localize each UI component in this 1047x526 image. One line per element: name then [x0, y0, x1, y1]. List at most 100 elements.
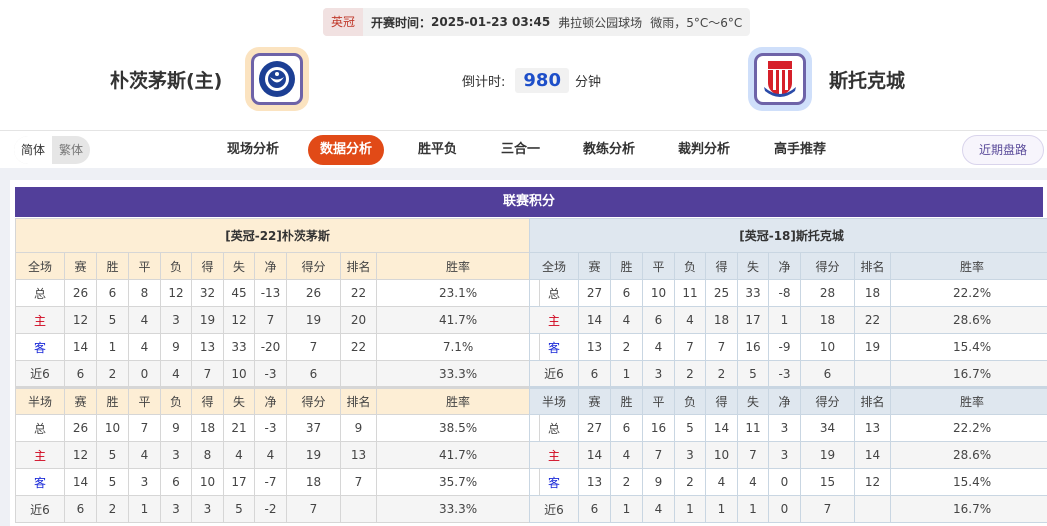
column-header-row: 半场赛胜平负得失净得分 排名 胜率 — [529, 386, 1047, 415]
column-header-row: 半场赛胜平负得失净得分 排名 胜率 — [15, 386, 541, 415]
table-row: 总 27 6 16 5 14 11 3 34 13 22.2% — [529, 414, 1047, 442]
countdown-value: 980 — [515, 68, 569, 93]
tab-live-analysis[interactable]: 现场分析 — [227, 142, 280, 157]
row-label: 客 — [529, 333, 579, 361]
table-row: 客 13 2 4 7 7 16 -9 10 19 15.4% — [529, 333, 1047, 361]
row-label: 客 — [15, 468, 65, 496]
table-cell: 5 — [674, 414, 706, 442]
column-header: 半场 — [15, 386, 65, 415]
home-team-logo[interactable] — [245, 47, 309, 111]
table-row: 总 26 10 7 9 18 21 -3 37 9 38.5% — [15, 414, 541, 442]
table-cell: 18 — [191, 414, 224, 442]
traditional-button[interactable]: 繁体 — [59, 143, 84, 157]
column-header: 平 — [642, 386, 675, 415]
table-cell: 27 — [578, 414, 611, 442]
table-cell: 9 — [160, 333, 192, 361]
table-cell: 7 — [254, 306, 287, 334]
table-cell: 18 — [705, 306, 738, 334]
table-cell: 7 — [286, 333, 341, 361]
standings-title: 联赛积分 — [15, 187, 1043, 217]
table-cell: 25 — [705, 279, 738, 307]
column-header: 全场 — [529, 252, 579, 280]
column-header: 胜率 — [889, 252, 1047, 280]
away-team-name[interactable]: 斯托克城 — [829, 70, 906, 92]
table-cell: 22 — [854, 306, 891, 334]
table-cell: 34 — [800, 414, 855, 442]
tab-referee-analysis[interactable]: 裁判分析 — [678, 142, 731, 157]
language-toggle: 简体 繁体 — [14, 136, 91, 164]
table-cell: -3 — [768, 360, 801, 388]
table-cell: 4 — [642, 495, 675, 523]
table-cell: 4 — [160, 360, 192, 388]
simplified-button[interactable]: 简体 — [14, 136, 53, 164]
column-header: 得 — [705, 386, 738, 415]
table-cell: 13 — [340, 441, 377, 469]
tab-three-in-one[interactable]: 三合一 — [501, 142, 541, 157]
table-cell: 14 — [578, 441, 611, 469]
table-cell: 45 — [223, 279, 255, 307]
table-cell: 3 — [160, 495, 192, 523]
table-cell: 6 — [642, 306, 675, 334]
column-header: 赛 — [578, 386, 611, 415]
league-badge[interactable]: 英冠 — [323, 8, 364, 36]
table-row: 近6 6 2 1 3 3 5 -2 7 33.3% — [15, 495, 541, 523]
table-cell: 4 — [610, 441, 643, 469]
table-cell: 3 — [191, 495, 224, 523]
table-cell: 2 — [705, 360, 738, 388]
match-header: 英冠 开赛时间： 2025-01-23 03:45 弗拉顿公园球场 微雨，5°C… — [0, 0, 1047, 130]
table-cell: 22.2% — [889, 414, 1047, 442]
table-cell: 11 — [737, 414, 769, 442]
column-header: 全场 — [15, 252, 65, 280]
table-cell: 10 — [800, 333, 855, 361]
table-cell: 10 — [642, 279, 675, 307]
table-cell: 38.5% — [375, 414, 541, 442]
tab-win-draw-loss[interactable]: 胜平负 — [418, 142, 458, 157]
table-cell: 5 — [96, 441, 129, 469]
table-cell: -13 — [254, 279, 287, 307]
column-header: 平 — [642, 252, 675, 280]
table-cell: 16 — [737, 333, 769, 361]
table-cell: 4 — [737, 468, 769, 496]
countdown: 倒计时: 980 分钟 — [462, 68, 601, 93]
column-header: 负 — [160, 252, 192, 280]
table-cell: 13 — [191, 333, 224, 361]
table-cell: 9 — [340, 414, 377, 442]
stoke-crest-icon — [764, 61, 796, 97]
tab-data-analysis[interactable]: 数据分析 — [308, 135, 385, 165]
table-cell: 7 — [128, 414, 161, 442]
tab-expert-picks[interactable]: 高手推荐 — [774, 142, 827, 157]
table-cell: -9 — [768, 333, 801, 361]
table-cell: 3 — [674, 441, 706, 469]
away-team-logo[interactable] — [748, 47, 812, 111]
table-cell: 13 — [854, 414, 891, 442]
column-header: 赛 — [64, 386, 97, 415]
row-label: 主 — [529, 441, 579, 469]
column-header: 胜 — [96, 252, 129, 280]
table-cell: 19 — [191, 306, 224, 334]
table-cell: 5 — [96, 306, 129, 334]
home-team-name[interactable]: 朴茨茅斯(主) — [110, 70, 223, 92]
table-cell: 9 — [642, 468, 675, 496]
column-header: 得 — [191, 386, 224, 415]
row-label: 客 — [15, 333, 65, 361]
table-cell: 18 — [800, 306, 855, 334]
column-header: 负 — [674, 252, 706, 280]
column-header: 胜 — [96, 386, 129, 415]
table-cell: 0 — [768, 468, 801, 496]
row-label: 近6 — [15, 360, 65, 388]
table-cell: 2 — [96, 495, 129, 523]
recent-odds-button[interactable]: 近期盘路 — [962, 135, 1044, 165]
table-cell: 7 — [800, 495, 855, 523]
table-cell: 6 — [64, 360, 97, 388]
table-cell: -2 — [254, 495, 287, 523]
table-cell: 5 — [737, 360, 769, 388]
table-cell: 1 — [705, 495, 738, 523]
table-cell: 6 — [286, 360, 341, 388]
column-header: 平 — [128, 252, 161, 280]
table-cell: 26 — [64, 414, 97, 442]
table-cell: 19 — [800, 441, 855, 469]
table-cell: 12 — [854, 468, 891, 496]
table-cell: 22 — [340, 279, 377, 307]
tab-coach-analysis[interactable]: 教练分析 — [583, 142, 636, 157]
table-cell: 1 — [128, 495, 161, 523]
